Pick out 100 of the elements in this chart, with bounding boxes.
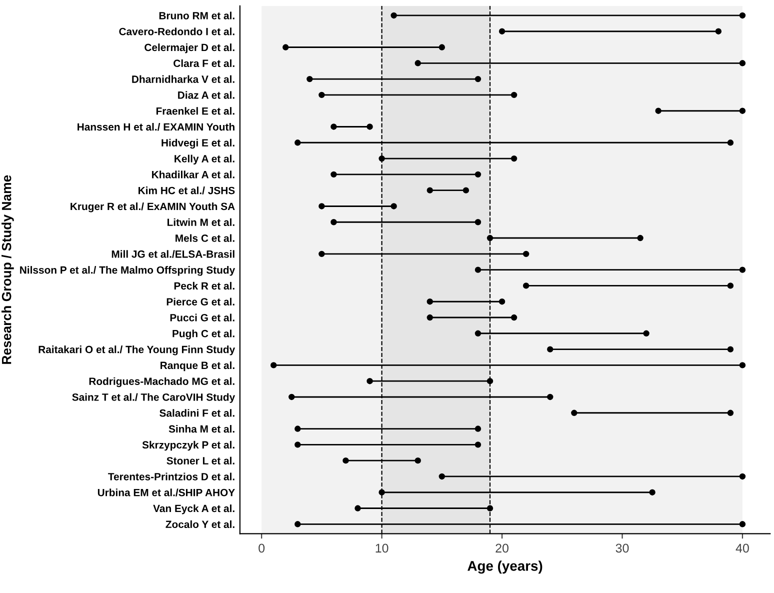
point	[288, 394, 295, 400]
point	[715, 28, 722, 34]
point	[366, 124, 373, 130]
point	[486, 378, 494, 384]
point	[571, 410, 578, 416]
point	[438, 44, 446, 50]
point	[486, 505, 494, 512]
point	[727, 346, 734, 352]
y-tick-label: Ranque B et al.	[160, 361, 234, 372]
y-tick-label: Bruno RM et al.	[159, 12, 234, 20]
y-tick-label: Raitakari O et al./ The Young Finn Study	[38, 346, 236, 356]
point	[390, 12, 397, 19]
y-tick-label: Kim HC et al./ JSHS	[138, 186, 235, 194]
point	[426, 314, 433, 321]
point	[330, 124, 337, 130]
y-tick-label: Peck R et al.	[174, 282, 234, 290]
point	[474, 266, 482, 273]
x-tick-label: 30	[616, 544, 629, 553]
y-tick-label: Litwin M et al.	[167, 218, 234, 226]
y-tick-label: Khadilkar A et al.	[152, 170, 234, 178]
point	[486, 234, 494, 242]
point	[318, 250, 325, 258]
y-tick-label: Van Eyck A et al.	[153, 504, 234, 514]
y-tick-label: Kruger R et al./ ExAMIN Youth SA	[70, 202, 235, 212]
point	[294, 442, 301, 448]
point	[474, 330, 482, 336]
point	[739, 12, 746, 19]
point	[637, 234, 644, 242]
point	[366, 378, 373, 384]
point	[547, 346, 554, 352]
y-tick-label: Diaz A et al.	[178, 91, 234, 99]
point	[510, 92, 518, 98]
y-tick-label: Terentes-Printzios D et al.	[108, 472, 234, 480]
point	[318, 92, 325, 98]
point	[510, 155, 518, 162]
y-tick-label: Clara F et al.	[174, 59, 234, 68]
point	[318, 203, 325, 210]
x-tick-label: 0	[258, 544, 265, 553]
y-tick-label: Hidvegi E et al.	[162, 138, 234, 149]
y-tick-label: Hanssen H et al./ EXAMIN Youth	[78, 122, 234, 131]
x-tick-label: 10	[376, 544, 388, 553]
y-tick-label: Saladini F et al.	[160, 409, 234, 417]
y-tick-label: Sinha M et al.	[168, 425, 234, 433]
point	[462, 187, 470, 194]
point	[342, 457, 349, 464]
point	[414, 457, 421, 464]
point	[426, 187, 433, 194]
point	[739, 521, 746, 528]
point	[378, 489, 385, 496]
y-tick-label: Sainz T et al./ The CaroVIH Study	[72, 393, 236, 403]
point	[474, 219, 482, 226]
point	[294, 140, 301, 146]
point	[426, 298, 433, 305]
y-tick-label: Dharnidharka V et al.	[132, 75, 234, 83]
point	[727, 282, 734, 289]
point	[739, 108, 746, 114]
point	[474, 426, 482, 432]
point	[522, 282, 530, 289]
point	[306, 76, 313, 82]
point	[510, 314, 518, 321]
x-tick-label: 40	[736, 544, 749, 553]
y-tick-label: Stoner L et al.	[166, 456, 234, 464]
point	[294, 426, 301, 432]
y-tick-label: Celermajer D et al.	[144, 43, 234, 54]
point	[547, 394, 554, 400]
point	[522, 250, 530, 258]
point	[294, 521, 301, 528]
point	[739, 266, 746, 273]
y-tick-label: Urbina EM et al./SHIP AHOY	[98, 488, 235, 496]
point	[498, 298, 506, 305]
point	[498, 28, 506, 34]
point	[727, 140, 734, 146]
y-tick-label: Mels C et al.	[176, 234, 234, 242]
y-tick-label: Mill JG et al./ELSA-Brasil	[112, 250, 234, 258]
y-tick-label: Rodrigues-Machado MG et al.	[89, 377, 234, 388]
point	[270, 362, 277, 368]
point	[727, 410, 734, 416]
point	[354, 505, 361, 512]
x-tick-label: 20	[496, 544, 508, 553]
point	[474, 442, 482, 448]
y-tick-label: Pucci G et al.	[170, 314, 234, 322]
y-tick-label: Fraenkel E et al.	[156, 107, 234, 115]
y-tick-label: Skrzypczyk P et al.	[142, 440, 234, 451]
y-tick-label: Zocalo Y et al.	[166, 520, 234, 528]
y-tick-label: Cavero-Redondo I et al.	[119, 28, 234, 36]
point	[739, 60, 746, 66]
point	[438, 473, 446, 480]
y-tick-label: Nilsson P et al./ The Malmo Offspring Study	[20, 266, 236, 276]
y-axis-title: Research Group / Study Name	[2, 175, 14, 364]
point	[739, 362, 746, 368]
point	[378, 155, 385, 162]
point	[330, 171, 337, 178]
point	[655, 108, 662, 114]
point	[643, 330, 650, 336]
y-tick-label: Kelly A et al.	[174, 154, 234, 164]
point	[474, 76, 482, 82]
point	[474, 171, 482, 178]
x-axis-title: Age (years)	[468, 560, 542, 574]
point	[414, 60, 421, 66]
y-tick-label: Pierce G et al.	[166, 298, 234, 306]
